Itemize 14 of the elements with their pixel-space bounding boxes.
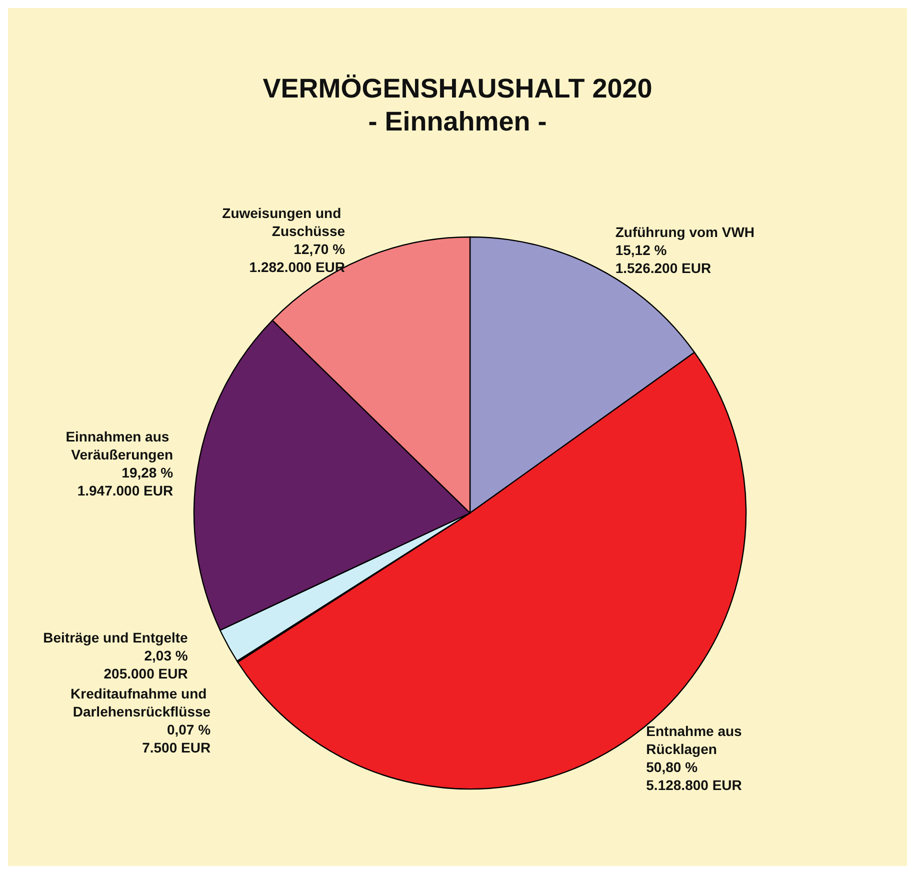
data-label: 0,07 % 7.500 EUR	[142, 722, 212, 756]
slice-label: Zuweisungen und Zuschüsse	[222, 205, 346, 240]
slice-label: Entnahme aus Rücklagen	[646, 722, 746, 757]
chart-subtitle: - Einnahmen -	[368, 106, 547, 136]
data-label: 50,80 % 5.128.800 EUR	[646, 758, 742, 793]
data-label: 2,03 % 205.000 EUR	[104, 648, 188, 682]
data-label: 19,28 % 1.947.000 EUR	[77, 464, 174, 499]
data-label: 12,70 % 1.282.000 EUR	[249, 241, 346, 276]
slice-label: Kreditaufnahme und Darlehensrückflüsse	[70, 686, 211, 720]
slice-label: Einnahmen aus Veräußerungen	[66, 428, 174, 463]
slice-label: Beiträge und Entgelte	[43, 630, 188, 646]
data-label: 15,12 % 1.526.200 EUR	[615, 242, 712, 276]
chart-title: VERMÖGENSHAUSHALT 2020	[262, 74, 652, 104]
slice-label: Zuführung vom VWH	[615, 224, 755, 240]
